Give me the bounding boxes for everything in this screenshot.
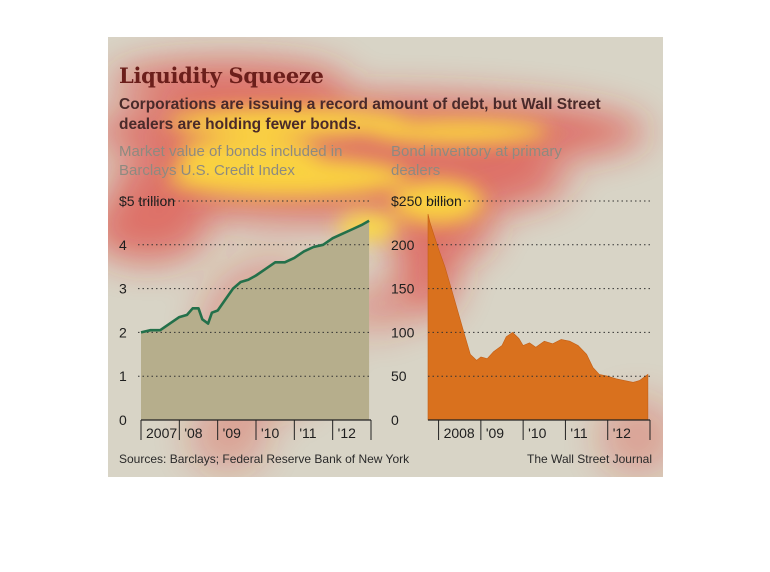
bond-market-value-chart: $5 trillion 4 3 2 1 0 2007 '08 '09 '10 '11 '12 [119,193,372,441]
bond-y-tick-label: 1 [119,368,127,384]
bond-y-tick-label: 3 [119,281,127,297]
inventory-x-tick-label: '10 [528,425,546,441]
chart-title: Liquidity Squeeze [119,63,324,88]
source-note: Sources: Barclays; Federal Reserve Bank … [119,452,410,466]
bond-area [141,220,370,420]
inventory-x-tick-label: '12 [613,425,631,441]
bond-x-tick-label: 2007 [146,425,177,441]
bond-x-tick-label: '09 [223,425,241,441]
charts-layer: $5 trillion 4 3 2 1 0 2007 '08 '09 '10 '11 '12 $250… [119,193,651,441]
inventory-y-tick-label: 0 [391,412,399,428]
inventory-y-tick-label: 50 [391,368,407,384]
bond-series-line [140,219,370,334]
inventory-y-tick-label: 150 [391,281,415,297]
right-chart-caption: Bond inventory at primary dealers [391,143,562,179]
bond-y-tick-label: 4 [119,237,127,253]
inventory-y-tick-label: 200 [391,237,415,253]
bond-y-tick-label: $5 trillion [119,193,175,209]
chart-card: $5 trillion 4 3 2 1 0 2007 '08 '09 '10 '11 '12 $250… [108,37,663,477]
bond-y-tick-label: 0 [119,412,127,428]
inventory-x-tick-label: '11 [570,425,587,441]
bond-x-tick-label: '10 [261,425,279,441]
bond-inventory-chart: $250 billion 200 150 100 50 0 2008 '09 '10 '11 '12 [391,193,651,441]
inventory-x-tick-label: '09 [486,425,504,441]
bond-x-tick-label: '08 [184,425,202,441]
left-chart-caption: Market value of bonds included in Barcla… [119,143,343,179]
inventory-y-tick-label: 100 [391,324,415,340]
bond-x-tick-label: '11 [299,425,316,441]
bond-x-tick-label: '12 [338,425,356,441]
publisher-credit: The Wall Street Journal [527,452,652,466]
inventory-x-tick-label: 2008 [444,425,475,441]
bond-y-tick-label: 2 [119,324,127,340]
inventory-y-tick-label: $250 billion [391,193,462,209]
chart-subtitle: Corporations are issuing a record amount… [119,96,601,133]
